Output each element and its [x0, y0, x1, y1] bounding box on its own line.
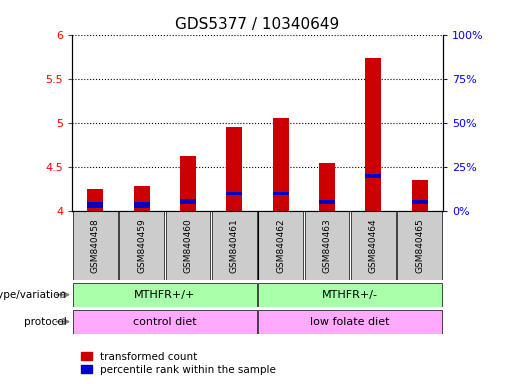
Bar — [180, 156, 196, 211]
Text: protocol: protocol — [24, 316, 67, 327]
Bar — [180, 199, 196, 204]
Bar — [133, 187, 150, 211]
FancyBboxPatch shape — [166, 211, 210, 280]
Text: MTHFR+/-: MTHFR+/- — [322, 290, 378, 300]
Text: GSM840465: GSM840465 — [415, 218, 424, 273]
FancyBboxPatch shape — [398, 211, 442, 280]
Text: GSM840460: GSM840460 — [183, 218, 193, 273]
Bar — [365, 58, 382, 211]
Bar — [133, 202, 150, 208]
Legend: transformed count, percentile rank within the sample: transformed count, percentile rank withi… — [77, 348, 280, 379]
Bar — [226, 127, 243, 211]
Text: GSM840458: GSM840458 — [91, 218, 100, 273]
FancyBboxPatch shape — [259, 310, 442, 334]
FancyBboxPatch shape — [73, 310, 256, 334]
Bar — [319, 163, 335, 211]
Bar — [411, 200, 428, 204]
Bar — [365, 174, 382, 178]
Text: control diet: control diet — [133, 316, 197, 327]
FancyBboxPatch shape — [259, 283, 442, 307]
FancyBboxPatch shape — [73, 211, 117, 280]
Text: GDS5377 / 10340649: GDS5377 / 10340649 — [176, 17, 339, 32]
FancyBboxPatch shape — [305, 211, 349, 280]
Text: genotype/variation: genotype/variation — [0, 290, 67, 300]
Bar — [411, 180, 428, 211]
Bar — [319, 200, 335, 204]
FancyBboxPatch shape — [259, 211, 303, 280]
Text: low folate diet: low folate diet — [311, 316, 390, 327]
Bar — [272, 192, 289, 195]
Text: GSM840463: GSM840463 — [322, 218, 332, 273]
Text: GSM840464: GSM840464 — [369, 218, 378, 273]
FancyBboxPatch shape — [119, 211, 164, 280]
Text: GSM840462: GSM840462 — [276, 218, 285, 273]
FancyBboxPatch shape — [212, 211, 256, 280]
Text: GSM840461: GSM840461 — [230, 218, 239, 273]
Bar — [87, 202, 104, 208]
Bar — [272, 118, 289, 211]
Bar — [87, 189, 104, 211]
Text: GSM840459: GSM840459 — [137, 218, 146, 273]
FancyBboxPatch shape — [351, 211, 396, 280]
Bar — [226, 192, 243, 195]
FancyBboxPatch shape — [73, 283, 256, 307]
Text: MTHFR+/+: MTHFR+/+ — [134, 290, 196, 300]
